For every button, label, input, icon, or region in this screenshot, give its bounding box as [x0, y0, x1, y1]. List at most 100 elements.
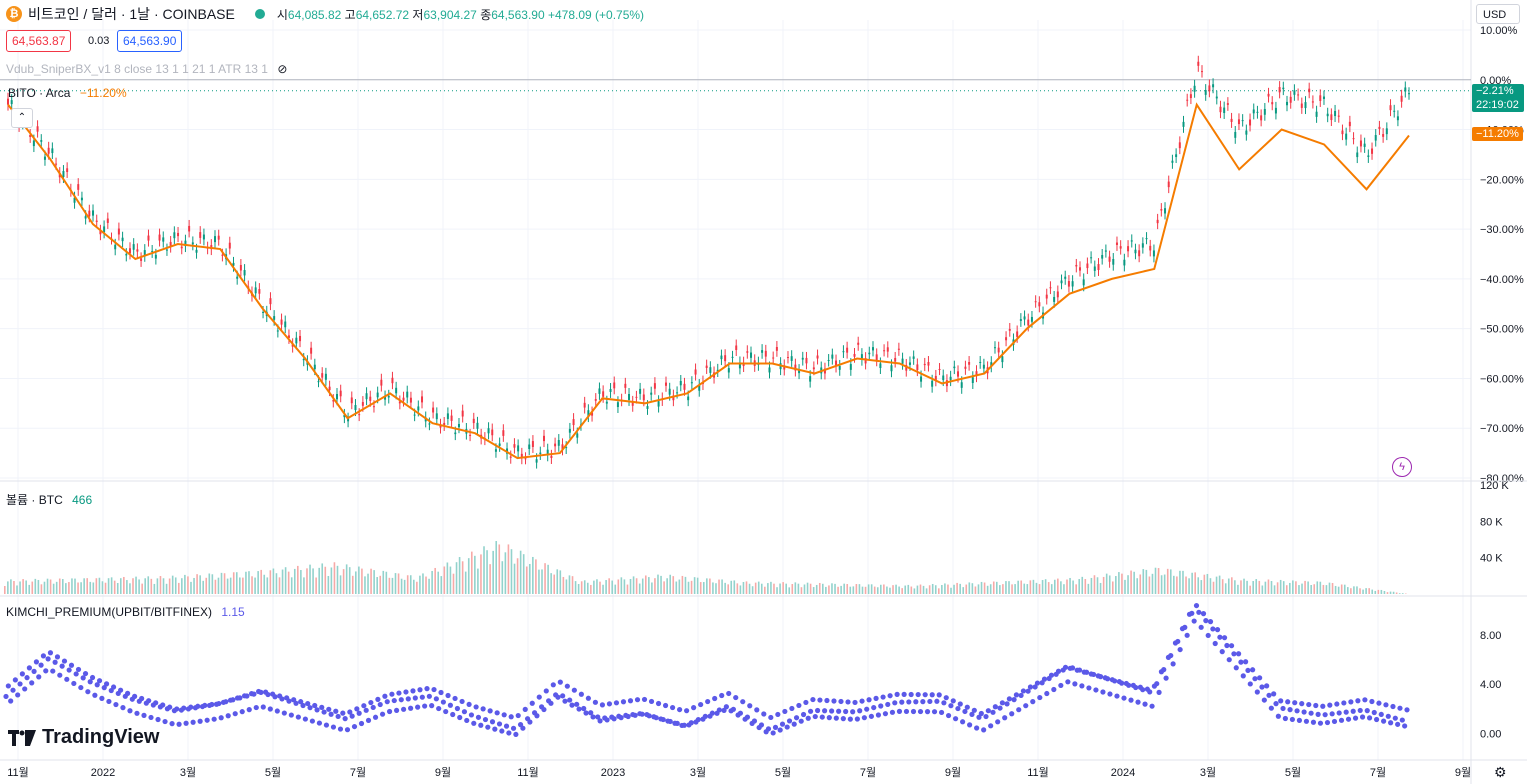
chevron-up-icon[interactable]: ⌃: [11, 108, 33, 128]
volume-bar: [1127, 575, 1129, 594]
market-status-icon: [254, 9, 265, 19]
x-tick-label: 3월: [690, 766, 706, 779]
kimchi-point: [1359, 714, 1366, 720]
volume-bar: [971, 583, 974, 594]
volume-bar: [13, 580, 15, 594]
kimchi-point: [1299, 701, 1305, 707]
candle-body: [1141, 243, 1144, 248]
candle-body: [838, 365, 841, 370]
kimchi-point: [758, 722, 765, 728]
kimchi-point: [952, 716, 959, 722]
volume-bar: [135, 576, 137, 594]
volume-bar: [1337, 586, 1340, 594]
sell-price-button[interactable]: 64,563.87: [6, 30, 72, 52]
volume-bar: [65, 583, 67, 594]
volume-bar: [678, 579, 681, 594]
tradingview-logo[interactable]: TradingView: [8, 726, 159, 749]
kimchi-point: [819, 714, 825, 720]
candle-body: [1226, 103, 1229, 105]
kimchi-point: [723, 704, 729, 710]
candle-body: [646, 406, 649, 409]
buy-price-button[interactable]: 64,563.90: [117, 30, 183, 52]
volume-bar: [480, 554, 482, 594]
volume-bar: [1002, 584, 1004, 594]
kimchi-point: [772, 724, 779, 730]
candle-body: [1252, 109, 1255, 114]
kimchi-point: [314, 707, 320, 713]
kimchi-point: [576, 706, 582, 712]
volume-bar: [785, 583, 787, 594]
currency-select[interactable]: USD: [1476, 4, 1520, 24]
candle-body: [1371, 148, 1374, 154]
kimchi-point: [443, 708, 449, 715]
ohlc-values: 시64,085.82 고64,652.72 저63,904.27 종64,563…: [276, 7, 645, 22]
volume-bar: [1386, 592, 1389, 594]
volume-bar: [1169, 569, 1172, 594]
kimchi-point: [557, 679, 563, 685]
volume-bar: [324, 566, 327, 594]
volume-bar: [266, 577, 269, 594]
kimchi-point: [419, 694, 425, 700]
volume-bar: [815, 584, 818, 594]
volume-bar: [287, 571, 290, 594]
kimchi-legend[interactable]: KIMCHI_PREMIUM(UPBIT/BITFINEX) 1.15: [6, 605, 245, 619]
kimchi-point: [812, 713, 818, 720]
candle-body: [591, 412, 594, 416]
y-tick-label: −40.00%: [1480, 274, 1524, 286]
kimchi-point: [426, 693, 432, 699]
candle-body: [143, 250, 146, 256]
vdub-indicator-label[interactable]: Vdub_SniperBX_v1 8 close 13 1 1 21 1 ATR…: [6, 62, 288, 76]
kimchi-point: [1011, 697, 1017, 703]
candle-body: [413, 414, 416, 416]
symbol-name[interactable]: 비트코인 / 달러 · 1날 · COINBASE: [28, 6, 235, 22]
gear-icon[interactable]: ⚙: [1494, 764, 1507, 780]
volume-bar: [644, 575, 647, 594]
volume-bar: [113, 580, 116, 594]
kimchi-point: [688, 720, 694, 726]
compare-symbol-legend[interactable]: BITO · Arca −11.20%: [8, 86, 127, 100]
candle-body: [317, 381, 320, 383]
volume-bar: [690, 580, 693, 594]
kimchi-point: [87, 679, 93, 685]
volume-bar: [1298, 585, 1300, 594]
candle-body: [180, 246, 183, 249]
volume-bar: [611, 580, 614, 594]
kimchi-point: [358, 720, 365, 727]
volume-legend[interactable]: 볼륨 · BTC 466: [6, 493, 93, 507]
candle-body: [92, 210, 95, 216]
volume-bar: [986, 585, 989, 594]
candle-body: [1249, 119, 1252, 126]
y-tick-label: −30.00%: [1480, 224, 1524, 236]
volume-bar: [7, 581, 9, 594]
candle-body: [1311, 101, 1314, 103]
kimchi-point: [501, 712, 507, 718]
volume-bar: [968, 582, 971, 594]
kimchi-point: [26, 665, 32, 671]
volume-bar: [1008, 581, 1010, 594]
symbol-header[interactable]: ₿ 비트코인 / 달러 · 1날 · COINBASE 시64,085.82 고…: [6, 4, 644, 24]
lightning-icon[interactable]: ϟ: [1392, 457, 1412, 477]
volume-bar: [104, 582, 107, 594]
kimchi-point: [931, 709, 938, 715]
volume-bar: [950, 587, 952, 594]
candle-body: [1289, 96, 1292, 103]
candle-body: [949, 376, 952, 381]
volume-bar: [306, 568, 308, 594]
volume-bar: [132, 578, 134, 594]
kimchi-point: [1322, 712, 1328, 718]
candle-body: [95, 220, 98, 222]
volume-bar: [141, 583, 143, 594]
kimchi-point: [218, 715, 224, 721]
candle-body: [1219, 106, 1222, 113]
kimchi-point: [1133, 684, 1139, 691]
kimchi-point: [1308, 710, 1314, 716]
kimchi-point: [712, 695, 718, 702]
eye-off-icon[interactable]: ⊘: [277, 62, 288, 76]
bito-compare-line: [7, 102, 1410, 460]
candle-body: [354, 405, 357, 411]
kimchi-point: [520, 725, 526, 731]
kimchi-point: [295, 714, 301, 720]
kimchi-point: [265, 691, 271, 698]
x-tick-label: 7월: [1370, 766, 1386, 779]
